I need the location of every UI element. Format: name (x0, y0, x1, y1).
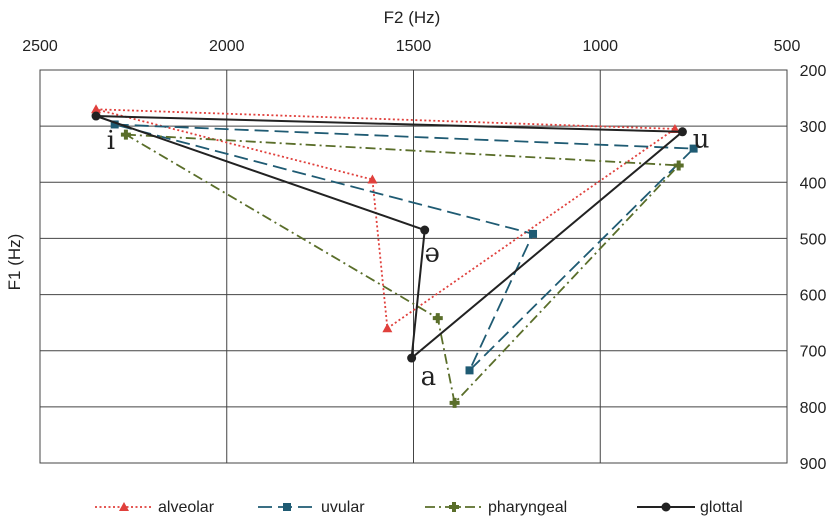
x-tick-label: 1000 (582, 38, 618, 55)
data-point-pharyngeal (449, 397, 460, 408)
legend: alveolar uvular pharyngeal glottal (95, 499, 743, 516)
series-pharyngeal (120, 129, 684, 408)
legend-item-uvular: uvular (258, 499, 365, 516)
data-point-alveolar (91, 104, 102, 114)
legend-label: pharyngeal (488, 499, 567, 516)
series-alveolar (91, 104, 680, 333)
legend-item-alveolar: alveolar (95, 499, 215, 516)
data-point-alveolar (367, 174, 378, 184)
x-axis-title: F2 (Hz) (384, 8, 441, 27)
y-axis-title: F1 (Hz) (5, 234, 24, 291)
legend-swatch-marker (119, 502, 129, 511)
data-point-pharyngeal (432, 313, 443, 324)
data-point-glottal (420, 225, 430, 235)
y-tick-label: 900 (800, 456, 827, 473)
y-tick-label: 600 (800, 288, 827, 305)
data-point-uvular (465, 366, 474, 375)
data-point-uvular (529, 229, 538, 238)
data-point-glottal (677, 127, 687, 137)
data-point-pharyngeal (673, 160, 684, 171)
legend-label: alveolar (158, 499, 215, 516)
data-point-pharyngeal (120, 129, 131, 140)
y-tick-label: 500 (800, 231, 827, 248)
series-line-glottal (95, 115, 686, 361)
series-line-pharyngeal (125, 133, 681, 405)
data-point-glottal (91, 111, 101, 121)
legend-item-pharyngeal: pharyngeal (425, 499, 567, 516)
y-tick-label: 300 (800, 119, 827, 136)
series-glottal (91, 111, 687, 363)
data-point-uvular (110, 120, 119, 129)
y-tick-label: 400 (800, 175, 827, 192)
data-point-uvular (689, 144, 698, 153)
x-tick-label: 2000 (209, 38, 245, 55)
vowel-label: u (693, 124, 710, 154)
series-layer (91, 104, 698, 408)
y-tick-label: 700 (800, 344, 827, 361)
y-tick-label: 800 (800, 400, 827, 417)
data-point-alveolar (382, 323, 393, 333)
legend-swatch-marker (283, 503, 291, 511)
x-tick-label: 1500 (396, 38, 432, 55)
data-point-glottal (407, 353, 417, 363)
plot-area-border (39, 69, 788, 464)
vowel-labels: i u ə a (107, 124, 710, 391)
y-axis-ticks: 200 300 400 500 600 700 800 900 (800, 63, 827, 473)
x-axis-ticks: 2500 2000 1500 1000 500 (22, 38, 800, 55)
legend-label: uvular (321, 499, 365, 516)
x-tick-label: 2500 (22, 38, 58, 55)
legend-label: glottal (700, 499, 743, 516)
y-tick-label: 200 (800, 63, 827, 80)
legend-swatch-marker (449, 502, 459, 512)
x-tick-label: 500 (774, 38, 801, 55)
series-line-uvular (114, 123, 696, 372)
vowel-label: ə (424, 238, 439, 268)
series-uvular (110, 120, 698, 375)
vowel-label: a (421, 362, 437, 392)
legend-item-glottal: glottal (637, 499, 743, 516)
legend-swatch-marker (661, 502, 671, 512)
vowel-label: i (107, 126, 115, 156)
